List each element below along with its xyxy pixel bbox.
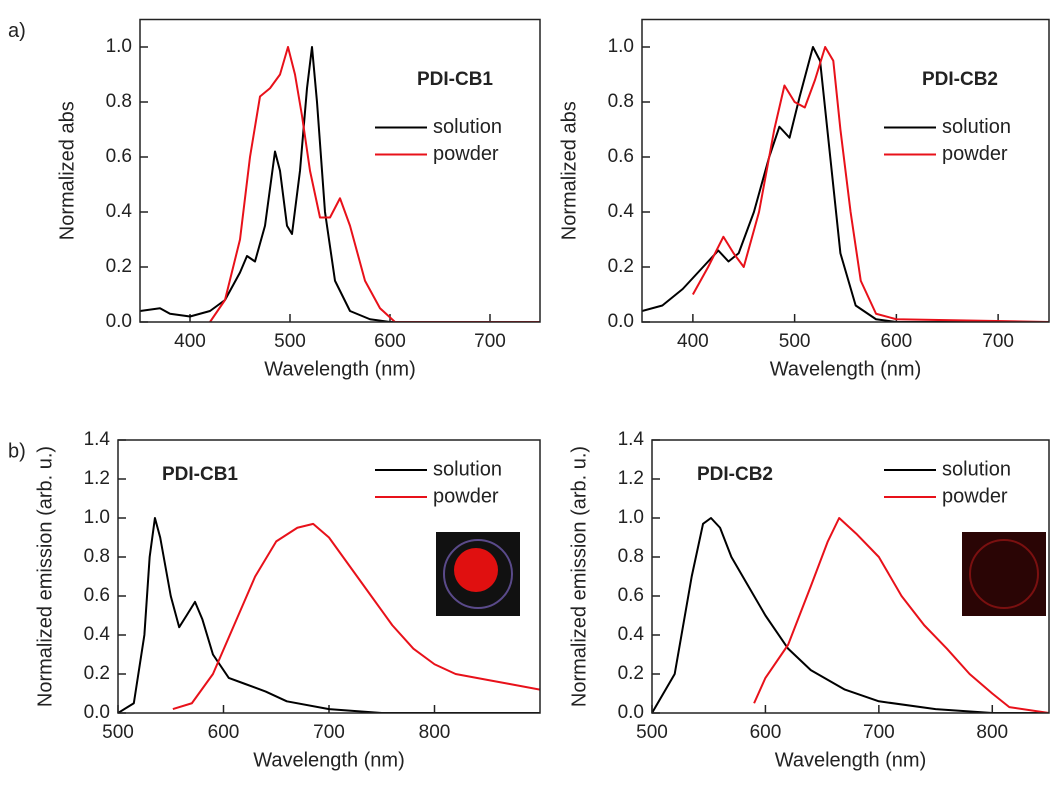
y-tick-label: 0.0 (84, 702, 110, 723)
y-tick-label: 0.4 (618, 624, 645, 645)
data-line (140, 46, 540, 322)
plot-frame (139, 18, 541, 323)
y-tick-label: 1.2 (618, 468, 644, 489)
y-tick-label: 1.0 (106, 36, 132, 57)
x-axis-label: Wavelength (nm) (264, 358, 416, 380)
x-tick-label: 700 (982, 331, 1014, 352)
x-tick-label: 400 (677, 331, 709, 352)
y-tick-label: 1.0 (84, 507, 110, 528)
y-tick-label: 0.6 (608, 146, 634, 167)
inset-glow (454, 548, 498, 592)
legend-label: solution (942, 458, 1011, 480)
data-line (692, 46, 1049, 322)
legend-label: powder (433, 485, 499, 507)
x-tick-label: 600 (208, 722, 240, 743)
y-tick-label: 1.0 (618, 507, 644, 528)
x-axis-label: Wavelength (nm) (253, 749, 405, 771)
data-line (753, 517, 1049, 713)
y-tick-label: 0.2 (106, 256, 132, 277)
y-tick-label: 1.0 (608, 36, 634, 57)
y-tick-label: 0.6 (618, 585, 644, 606)
y-tick-label: 0.4 (608, 201, 635, 222)
y-tick-label: 1.4 (84, 429, 111, 450)
x-tick-label: 600 (374, 331, 406, 352)
y-tick-label: 0.8 (106, 91, 132, 112)
x-tick-label: 700 (313, 722, 345, 743)
x-tick-label: 800 (976, 722, 1008, 743)
x-axis-label: Wavelength (nm) (770, 358, 922, 380)
data-line (652, 517, 1049, 713)
y-tick-label: 0.8 (84, 546, 110, 567)
y-tick-label: 0.8 (618, 546, 644, 567)
legend-label: powder (942, 143, 1008, 165)
x-axis-label: Wavelength (nm) (775, 749, 927, 771)
x-tick-label: 500 (636, 722, 668, 743)
y-tick-label: 1.4 (618, 429, 645, 450)
legend-label: solution (433, 458, 502, 480)
legend-label: powder (942, 485, 1008, 507)
y-tick-label: 0.2 (608, 256, 634, 277)
x-tick-label: 600 (750, 722, 782, 743)
legend-label: solution (433, 116, 502, 138)
annotation: PDI-CB1 (417, 69, 493, 90)
inset-sample (443, 539, 513, 609)
annotation: PDI-CB1 (162, 464, 238, 485)
y-axis-label: Normalized abs (558, 101, 580, 240)
x-tick-label: 400 (174, 331, 206, 352)
inset-photo (962, 532, 1046, 616)
y-tick-label: 0.4 (84, 624, 111, 645)
panel-label: a) (8, 20, 26, 42)
y-axis-label: Normalized emission (arb. u.) (568, 446, 590, 707)
x-tick-label: 800 (419, 722, 451, 743)
x-tick-label: 500 (102, 722, 134, 743)
y-tick-label: 0.0 (618, 702, 644, 723)
x-tick-label: 700 (474, 331, 506, 352)
legend-label: powder (433, 143, 499, 165)
y-tick-label: 1.2 (84, 468, 110, 489)
y-tick-label: 0.0 (608, 311, 634, 332)
y-axis-label: Normalized emission (arb. u.) (34, 446, 56, 707)
inset-sample (969, 539, 1039, 609)
x-tick-label: 500 (779, 331, 811, 352)
x-tick-label: 600 (881, 331, 913, 352)
data-line (642, 46, 1049, 322)
y-tick-label: 0.6 (106, 146, 132, 167)
plot-frame (651, 439, 1050, 714)
x-tick-label: 500 (274, 331, 306, 352)
plot-frame (117, 439, 541, 714)
y-tick-label: 0.6 (84, 585, 110, 606)
y-tick-label: 0.4 (106, 201, 133, 222)
y-tick-label: 0.0 (106, 311, 132, 332)
y-tick-label: 0.8 (608, 91, 634, 112)
legend-label: solution (942, 116, 1011, 138)
y-tick-label: 0.2 (84, 663, 110, 684)
panel-label: b) (8, 440, 26, 462)
data-line (209, 46, 540, 322)
plot-frame (641, 18, 1050, 323)
y-tick-label: 0.2 (618, 663, 644, 684)
data-line (172, 522, 540, 711)
annotation: PDI-CB2 (922, 69, 998, 90)
data-line (118, 517, 540, 713)
annotation: PDI-CB2 (697, 464, 773, 485)
y-axis-label: Normalized abs (56, 101, 78, 240)
x-tick-label: 700 (863, 722, 895, 743)
